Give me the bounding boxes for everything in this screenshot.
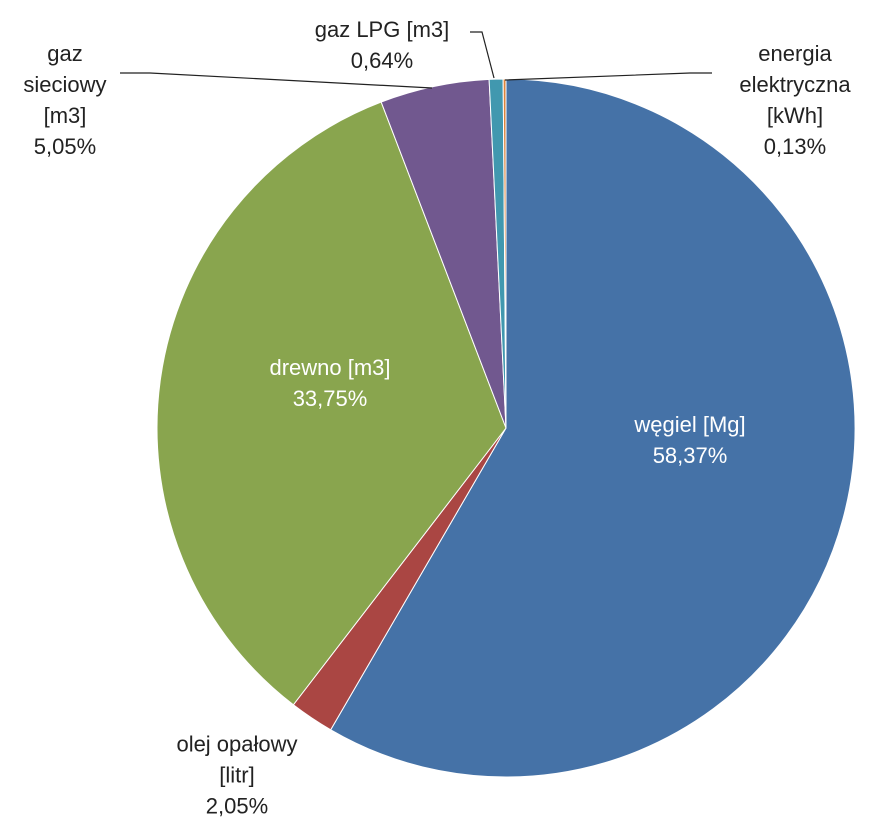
value-label: 33,75%	[292, 386, 368, 411]
slice-label: drewno [m3] 33,75%	[230, 352, 430, 414]
category-label: drewno [m3]	[269, 355, 391, 380]
category-label: olej opałowy [litr]	[176, 731, 298, 788]
value-label: 5,05%	[33, 134, 97, 159]
leader-line	[120, 72, 433, 89]
slice-label: gaz sieciowy [m3] 5,05%	[13, 38, 118, 162]
slice-label: gaz LPG [m3] 0,64%	[282, 14, 482, 76]
value-label: 0,64%	[350, 48, 414, 73]
pie-slice	[330, 78, 856, 778]
value-label: 58,37%	[652, 443, 728, 468]
leader-line	[470, 31, 495, 79]
pie-slice	[502, 78, 507, 429]
slice-label: energia elektryczna [kWh] 0,13%	[733, 38, 858, 162]
category-label: gaz sieciowy [m3]	[23, 41, 107, 128]
leader-line	[504, 72, 712, 81]
category-label: gaz LPG [m3]	[314, 17, 450, 42]
value-label: 0,13%	[763, 134, 827, 159]
slice-label: węgiel [Mg] 58,37%	[590, 409, 790, 471]
value-label: 2,05%	[205, 793, 269, 819]
slice-label: olej opałowy [litr] 2,05%	[162, 729, 312, 822]
pie-slice	[156, 101, 507, 706]
category-label: węgiel [Mg]	[634, 412, 746, 437]
category-label: energia elektryczna [kWh]	[739, 41, 851, 128]
